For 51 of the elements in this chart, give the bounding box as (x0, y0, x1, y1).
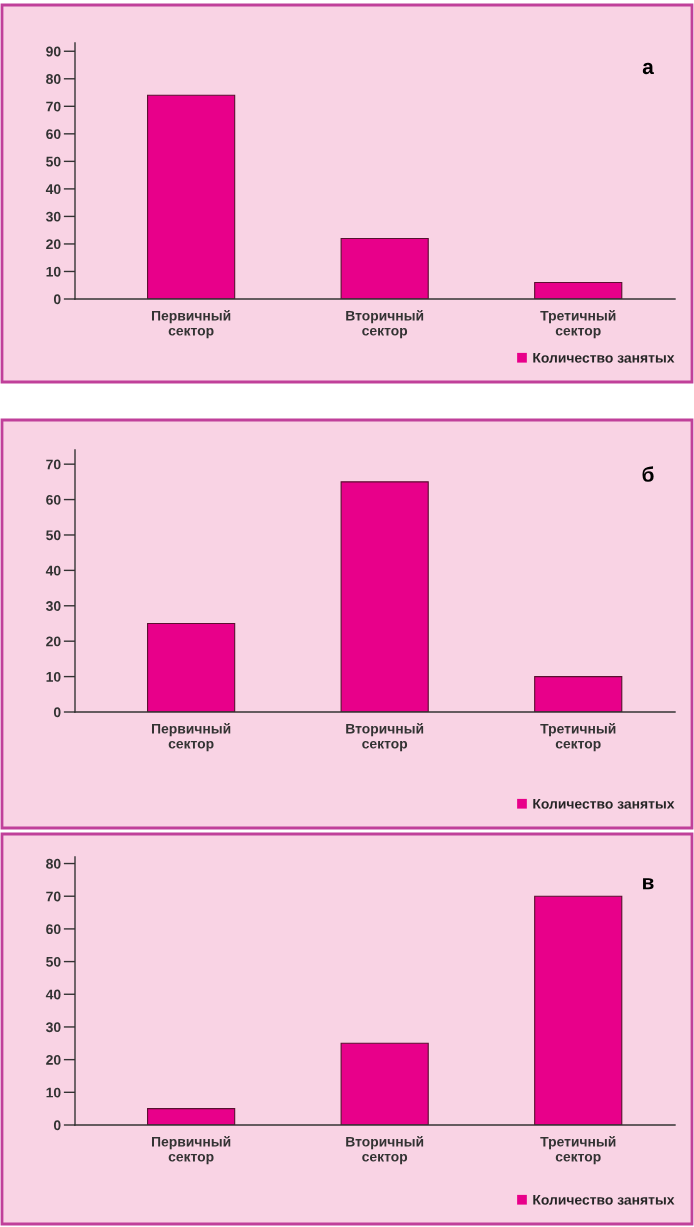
y-tick-label: 40 (45, 989, 61, 1000)
y-tick-label: 0 (53, 707, 61, 718)
annotation: в (643, 878, 654, 890)
y-tick-label: 60 (46, 924, 61, 935)
x-tick-label: Третичный сектор (540, 1136, 616, 1165)
y-tick-label: 0 (53, 294, 61, 305)
annotation: а (642, 62, 654, 75)
y-tick-label: 20 (46, 1054, 61, 1065)
y-tick-label: 50 (46, 956, 61, 967)
x-tick-label: Первичный сектор (152, 723, 231, 752)
legend-label: Количество занятых (533, 799, 675, 809)
x-tick-label: Третичный сектор (540, 723, 616, 752)
y-tick-label: 80 (46, 858, 61, 869)
y-tick-label: 30 (45, 211, 61, 222)
y-tick-label: 40 (45, 184, 61, 195)
y-tick-label: 90 (46, 46, 61, 57)
bar (340, 237, 429, 299)
y-tick-label: 80 (46, 74, 61, 84)
bar (340, 481, 429, 712)
x-tick-label: Вторичный сектор (346, 723, 424, 752)
y-tick-label: 70 (46, 101, 61, 112)
bar (147, 1108, 236, 1125)
legend-label: Количество занятых (533, 353, 675, 363)
y-tick-label: 20 (46, 239, 61, 250)
y-tick-label: 10 (46, 266, 61, 277)
y-tick-label: 50 (46, 156, 61, 167)
bar (147, 622, 236, 712)
x-tick-label: Вторичный сектор (346, 1136, 424, 1165)
y-tick-label: 70 (46, 459, 61, 470)
bar (534, 895, 623, 1125)
y-tick-label: 70 (46, 891, 61, 902)
annotation: б (642, 466, 654, 482)
y-tick-label: 20 (46, 636, 61, 647)
bar (534, 281, 623, 299)
x-tick-label: Вторичный сектор (346, 310, 424, 339)
x-tick-label: Первичный сектор (152, 1136, 231, 1165)
y-tick-label: 30 (45, 1022, 61, 1033)
bar (147, 94, 236, 299)
y-tick-label: 40 (45, 565, 61, 576)
y-tick-label: 50 (46, 530, 61, 541)
x-tick-label: Третичный сектор (540, 310, 616, 339)
y-tick-label: 10 (46, 671, 61, 682)
x-tick-label: Первичный сектор (152, 310, 231, 339)
bar (340, 1042, 429, 1125)
y-tick-label: 10 (46, 1087, 61, 1098)
y-tick-label: 60 (46, 494, 61, 505)
y-tick-label: 0 (53, 1120, 61, 1131)
y-tick-label: 30 (45, 601, 61, 611)
legend-label: Количество занятых (533, 1195, 675, 1205)
y-tick-label: 60 (46, 129, 61, 140)
bar (534, 676, 623, 712)
